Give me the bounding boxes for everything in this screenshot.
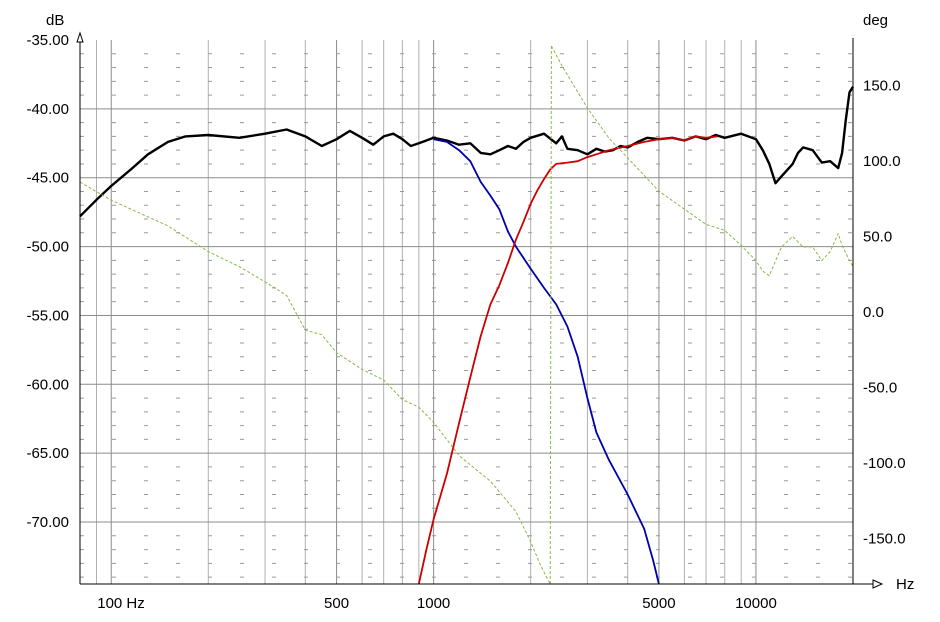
x-tick-label: 1000 bbox=[417, 595, 450, 612]
left-tick-label: -65.00 bbox=[26, 445, 69, 462]
left-tick-label: -55.00 bbox=[26, 307, 69, 324]
plot-frame bbox=[76, 31, 884, 589]
series-layer bbox=[79, 45, 855, 585]
right-tick-label: -100.0 bbox=[863, 455, 906, 472]
left-tick-label: -45.00 bbox=[26, 170, 69, 187]
x-tick-label: 5000 bbox=[642, 595, 675, 612]
left-tick-label: -40.00 bbox=[26, 101, 69, 118]
y-axis-arrow bbox=[76, 31, 84, 43]
right-tick-label: 100.0 bbox=[863, 153, 901, 170]
left-tick-label: -60.00 bbox=[26, 376, 69, 393]
series-2-line bbox=[417, 135, 718, 585]
left-tick-label: -35.00 bbox=[26, 32, 69, 49]
series-0-line bbox=[79, 86, 855, 218]
series-3-line bbox=[79, 181, 551, 585]
right-axis-unit: deg bbox=[863, 12, 888, 29]
right-tick-label: 150.0 bbox=[863, 77, 901, 94]
left-axis-unit: dB bbox=[46, 12, 64, 29]
left-tick-label: -70.00 bbox=[26, 514, 69, 531]
x-axis-arrow bbox=[872, 579, 884, 589]
right-tick-label: -150.0 bbox=[863, 531, 906, 548]
series-1-line bbox=[433, 138, 660, 585]
right-tick-label: 0.0 bbox=[863, 304, 884, 321]
x-tick-label: 100 Hz bbox=[97, 595, 145, 612]
grid bbox=[79, 40, 854, 584]
x-axis-unit: Hz bbox=[896, 576, 914, 593]
x-tick-label: 500 bbox=[324, 595, 349, 612]
right-tick-label: 50.0 bbox=[863, 228, 892, 245]
right-tick-label: -50.0 bbox=[863, 380, 897, 397]
axis-labels: -35.00 -40.00 -45.00 -50.00 -55.00 -60.00 -65.… bbox=[26, 12, 914, 612]
series-3-line bbox=[550, 45, 854, 277]
left-tick-label: -50.00 bbox=[26, 239, 69, 256]
x-tick-label: 10000 bbox=[735, 595, 777, 612]
